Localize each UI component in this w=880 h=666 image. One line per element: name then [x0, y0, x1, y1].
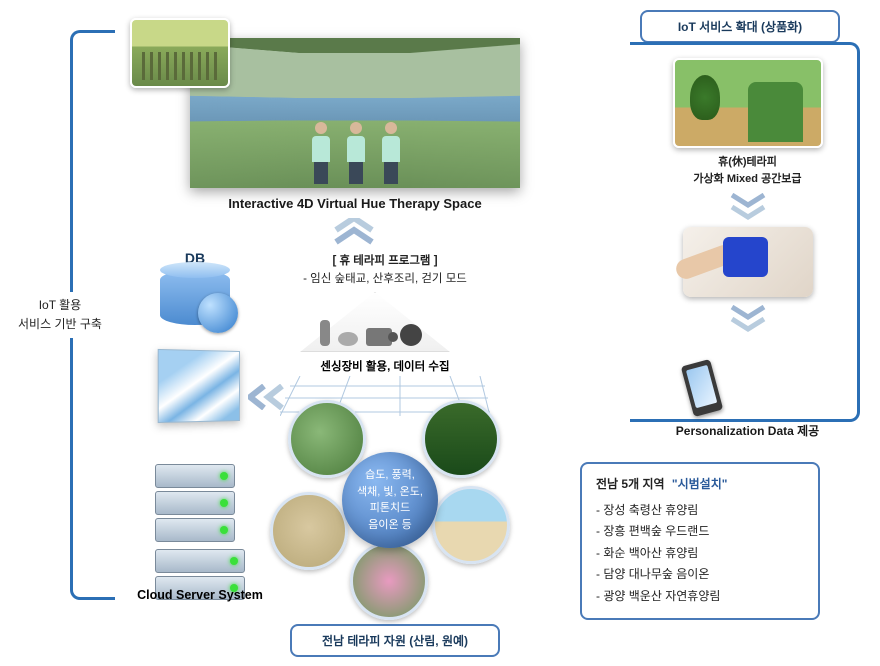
region-item: - 장성 축령산 휴양림	[596, 500, 804, 522]
sensor-devices	[320, 320, 422, 346]
personalization-row	[650, 341, 845, 414]
region-item: - 화순 백아산 휴양림	[596, 543, 804, 565]
beach-photo	[432, 486, 510, 564]
nature-cluster: 습도, 풍력, 색채, 빛, 온도, 피톤치드 음이온 등	[270, 400, 510, 600]
sensor-icon	[320, 320, 330, 346]
mixed-space-caption: 휴(休)테라피 가상화 Mixed 공간보급	[650, 154, 845, 187]
left-label-l1: IoT 활용	[0, 296, 120, 315]
sensor-area	[300, 292, 450, 352]
regions-box: 전남 5개 지역 "시범설치" - 장성 축령산 휴양림 - 장흥 편백숲 우드…	[580, 462, 820, 620]
wrist-device-photo	[683, 227, 813, 297]
double-arrow-icon	[248, 384, 288, 410]
region-item: - 담양 대나무숲 음이온	[596, 564, 804, 586]
server-rack	[155, 464, 235, 545]
chevron-up-icon	[332, 218, 376, 246]
personalization-label: Personalization Data 제공	[650, 422, 845, 439]
cloud-label: Cloud Server System	[120, 588, 280, 602]
left-label-box: IoT 활용 서비스 기반 구축	[0, 292, 120, 338]
forest-photo	[422, 400, 500, 478]
camera-icon	[366, 328, 392, 346]
panorama-display	[190, 38, 520, 188]
center-bubble: 습도, 풍력, 색채, 빛, 온도, 피톤치드 음이온 등	[342, 452, 438, 548]
panorama-title: Interactive 4D Virtual Hue Therapy Space	[190, 196, 520, 211]
db-block: DB	[160, 250, 230, 325]
chevron-down-icon	[728, 193, 768, 221]
sand-photo	[270, 492, 348, 570]
bottom-resource-box: 전남 테라피 자원 (산림, 원예)	[290, 624, 500, 657]
region-item: - 광양 백운산 자연휴양림	[596, 586, 804, 608]
lotus-photo	[350, 542, 428, 620]
program-block: [ 휴 테라피 프로그램 ] - 임신 숲태교, 산후조리, 걷기 모드	[270, 252, 500, 289]
people-icons	[725, 341, 808, 414]
regions-header: 전남 5개 지역 "시범설치"	[596, 474, 804, 496]
region-item: - 장흥 편백숲 우드랜드	[596, 521, 804, 543]
cloud-servers	[155, 464, 245, 603]
globe-icon	[198, 293, 238, 333]
iot-expand-text: IoT 서비스 확대 (상품화)	[678, 20, 802, 34]
program-title: [ 휴 테라피 프로그램 ]	[270, 252, 500, 270]
green-house-photo	[673, 58, 823, 148]
program-desc: - 임신 숲태교, 산후조리, 걷기 모드	[270, 270, 500, 288]
left-label-l2: 서비스 기반 구축	[0, 315, 120, 334]
fan-icon	[400, 324, 422, 346]
iot-expand-box: IoT 서비스 확대 (상품화)	[640, 10, 840, 43]
sensor-icon	[338, 332, 358, 346]
chevron-down-icon	[728, 305, 768, 333]
sensing-caption: 센싱장비 활용, 데이터 수집	[300, 358, 470, 374]
inset-photo	[130, 18, 230, 88]
sky-panel	[158, 349, 240, 423]
phone-icon	[681, 359, 723, 417]
right-column: 휴(休)테라피 가상화 Mixed 공간보급 Personalization D…	[650, 58, 845, 439]
database-icon	[160, 270, 230, 325]
